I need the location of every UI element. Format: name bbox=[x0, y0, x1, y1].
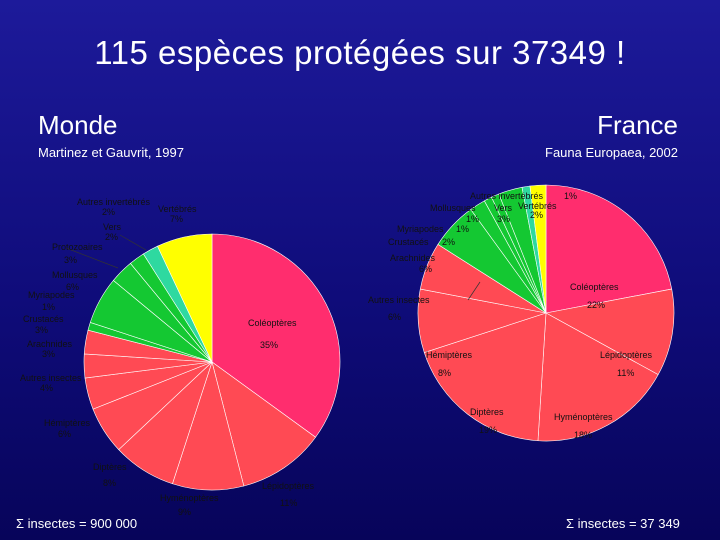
pie-slice-col-opt-res bbox=[545, 184, 673, 314]
pie-value-dipt-res: 19% bbox=[479, 425, 497, 435]
leader-line bbox=[467, 281, 481, 301]
pie-label-hym-nopt-res: Hyménoptères bbox=[554, 412, 613, 422]
pie-value-crustac-s: 3% bbox=[35, 325, 48, 335]
pie-label-autres-insectes: Autres insectes bbox=[368, 295, 430, 305]
pie-value-mollusques: 6% bbox=[66, 282, 79, 292]
pie-label-vert-br-s: Vertébrés bbox=[158, 204, 197, 214]
pie-value-col-opt-res: 35% bbox=[260, 340, 278, 350]
pie-value-myriapodes: 1% bbox=[456, 224, 469, 234]
pie-slice-vert-br-s bbox=[157, 233, 213, 363]
pie-label-col-opt-res: Coléoptères bbox=[570, 282, 619, 292]
slide-title: 115 espèces protégées sur 37349 ! bbox=[94, 34, 626, 71]
pie-value-hym-nopt-res: 18% bbox=[574, 430, 592, 440]
pie-slice-l-pidopt-res bbox=[545, 288, 675, 376]
pie-value-l-pidopt-res: 11% bbox=[280, 498, 297, 508]
pie-value-vert-br-s: 7% bbox=[170, 214, 183, 224]
world-pie-chart: Coléoptères 35% Lépidoptères 11% Hyménoptère… bbox=[20, 197, 341, 517]
france-pie-chart: Coléoptères 22% Lépidoptères 11% Hyménoptère… bbox=[368, 184, 675, 442]
france-header: France bbox=[597, 110, 678, 140]
pie-label-arachnides: Arachnides bbox=[390, 253, 436, 263]
pie-label-myriapodes: Myriapodes bbox=[28, 290, 75, 300]
pie-value-h-mipt-res: 6% bbox=[58, 429, 71, 439]
pie-label-autres-invert-br-s: Autres invertébrés bbox=[77, 197, 151, 207]
pie-slice-dipt-res bbox=[423, 312, 547, 442]
pie-label-dipt-res: Diptères bbox=[470, 407, 504, 417]
pie-label-vert-br-s: Vertébrés bbox=[518, 201, 557, 211]
pie-value-arachnides: 3% bbox=[42, 349, 55, 359]
pie-slice-col-opt-res bbox=[211, 233, 341, 438]
pie-value-mollusques: 1% bbox=[466, 214, 479, 224]
pie-label-l-pidopt-res: Lépidoptères bbox=[600, 350, 653, 360]
pie-value-vers: 2% bbox=[105, 232, 118, 242]
pie-value-vers: 3% bbox=[497, 214, 510, 224]
pie-label-col-opt-res: Coléoptères bbox=[248, 318, 297, 328]
pie-label-hym-nopt-res: Hyménoptères bbox=[160, 493, 219, 503]
pie-value-dipt-res: 8% bbox=[103, 478, 116, 488]
pie-value-vert-br-s: 2% bbox=[530, 210, 543, 220]
pie-label-h-mipt-res: Hémiptères bbox=[426, 350, 473, 360]
leader-line bbox=[65, 247, 119, 269]
pie-label-protozoaires: Protozoaires bbox=[52, 242, 103, 252]
pie-value-autres-invert-br-s: 2% bbox=[102, 207, 115, 217]
pie-value-h-mipt-res: 8% bbox=[438, 368, 451, 378]
world-source: Martinez et Gauvrit, 1997 bbox=[38, 145, 184, 160]
pie-label-mollusques: Mollusques bbox=[52, 270, 98, 280]
pie-label-vers: Vers bbox=[494, 203, 513, 213]
pie-label-autres-insectes: Autres insectes bbox=[20, 373, 82, 383]
pie-label-arachnides: Arachnides bbox=[27, 339, 73, 349]
pie-slice-hym-nopt-res bbox=[537, 312, 659, 442]
france-insect-total: Σ insectes = 37 349 bbox=[566, 516, 680, 531]
pie-value-col-opt-res: 22% bbox=[587, 300, 605, 310]
pie-label-h-mipt-res: Hémiptères bbox=[44, 418, 91, 428]
pie-value-autres-insectes: 4% bbox=[40, 383, 53, 393]
world-insect-total: Σ insectes = 900 000 bbox=[16, 516, 138, 531]
pie-slice-l-pidopt-res bbox=[211, 361, 316, 487]
pie-label-vers: Vers bbox=[103, 222, 122, 232]
pie-label-crustac-s: Crustacés bbox=[23, 314, 64, 324]
pie-value-arachnides: 6% bbox=[419, 264, 432, 274]
pie-value-l-pidopt-res: 11% bbox=[617, 368, 634, 378]
pie-label-crustac-s: Crustacés bbox=[388, 237, 429, 247]
pie-value-crustac-s: 2% bbox=[442, 237, 455, 247]
pie-label-mollusques: Mollusques bbox=[430, 203, 476, 213]
pie-label-l-pidopt-res: Lépidoptères bbox=[262, 481, 315, 491]
pie-value-hym-nopt-res: 9% bbox=[178, 507, 191, 517]
pie-value-myriapodes: 1% bbox=[42, 302, 55, 312]
pie-value-autres-insectes: 6% bbox=[388, 312, 401, 322]
leader-line bbox=[119, 234, 147, 251]
france-source: Fauna Europaea, 2002 bbox=[545, 145, 678, 160]
world-header: Monde bbox=[38, 110, 118, 140]
pie-value-autres-invert-br-s: 1% bbox=[564, 191, 577, 201]
pie-label-dipt-res: Diptères bbox=[93, 462, 127, 472]
pie-value-protozoaires: 3% bbox=[64, 255, 77, 265]
pie-label-autres-invert-br-s: Autres invertébrés bbox=[470, 191, 544, 201]
pie-label-myriapodes: Myriapodes bbox=[397, 224, 444, 234]
pie-slice-vert-br-s bbox=[529, 184, 547, 314]
